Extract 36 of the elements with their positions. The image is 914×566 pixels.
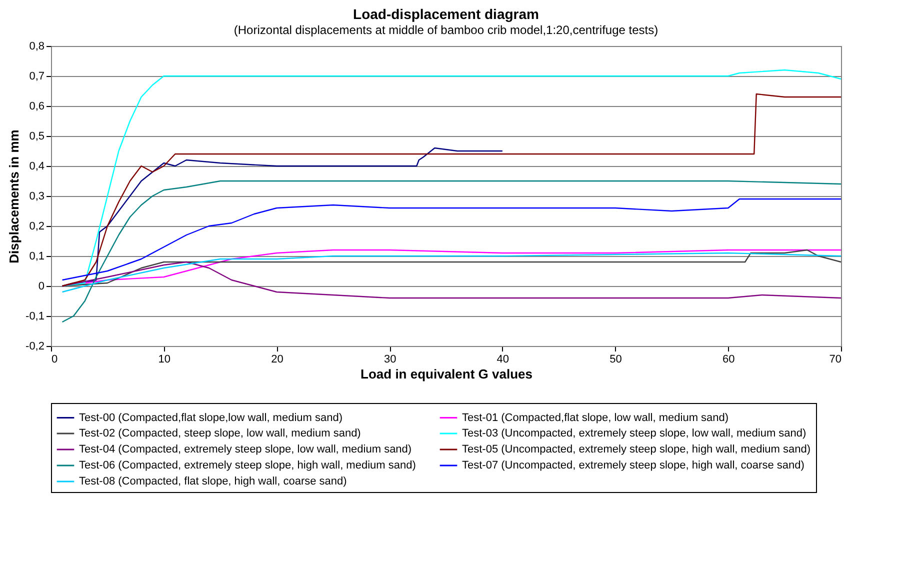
y-tick-label: 0,3	[29, 190, 44, 202]
chart-subtitle: (Horizontal displacements at middle of bamboo crib model,1:20,centrifuge tests)	[234, 23, 658, 37]
legend-label: Test-05 (Uncompacted, extremely steep slope, high wall, medium sand)	[462, 444, 810, 456]
x-tick-label: 30	[384, 354, 396, 366]
legend-label: Test-06 (Compacted, extremely steep slope, high wall, medium sand)	[79, 460, 416, 472]
x-tick-label: 40	[496, 354, 510, 366]
y-tick-label: 0,6	[29, 100, 44, 112]
legend-label: Test-02 (Compacted, steep slope, low wall, medium sand)	[79, 428, 361, 440]
y-tick-label: 0,1	[29, 250, 44, 262]
line-series	[62, 198, 842, 281]
y-tick-label: 0,5	[29, 130, 44, 142]
legend-label: Test-04 (Compacted, extremely steep slope, low wall, medium sand)	[79, 444, 412, 456]
line-series	[62, 180, 842, 323]
x-axis-title: Load in equivalent G values	[360, 366, 532, 382]
x-tick-label: 0	[52, 354, 58, 366]
line-series	[62, 261, 842, 299]
x-tick-label: 70	[829, 354, 842, 366]
y-tick-label: 0,7	[29, 70, 44, 82]
legend-label: Test-08 (Compacted, flat slope, high wall, coarse sand)	[79, 476, 347, 488]
x-tick-label: 10	[158, 354, 170, 366]
y-tick-label: -0,1	[26, 310, 44, 322]
y-tick-label: 0,4	[29, 160, 44, 172]
chart-title: Load-displacement diagram	[353, 6, 539, 22]
y-tick-label: 0,8	[29, 40, 44, 52]
line-series	[62, 252, 842, 293]
legend-label: Test-07 (Uncompacted, extremely steep slope, high wall, coarse sand)	[462, 460, 804, 472]
legend-label: Test-01 (Compacted,flat slope, low wall, medium sand)	[462, 412, 729, 424]
x-tick-label: 60	[722, 354, 735, 366]
y-tick-label: 0,2	[29, 220, 44, 232]
legend-label: Test-03 (Uncompacted, extremely steep slope, low wall, medium sand)	[462, 428, 806, 440]
legend-label: Test-00 (Compacted,flat slope,low wall, medium sand)	[79, 412, 343, 424]
y-axis-title: Displacements in mm	[6, 130, 22, 264]
x-tick-label: 50	[610, 354, 622, 366]
x-tick-label: 20	[271, 354, 284, 366]
y-tick-label: -0,2	[26, 340, 44, 352]
y-tick-label: 0	[38, 280, 44, 292]
